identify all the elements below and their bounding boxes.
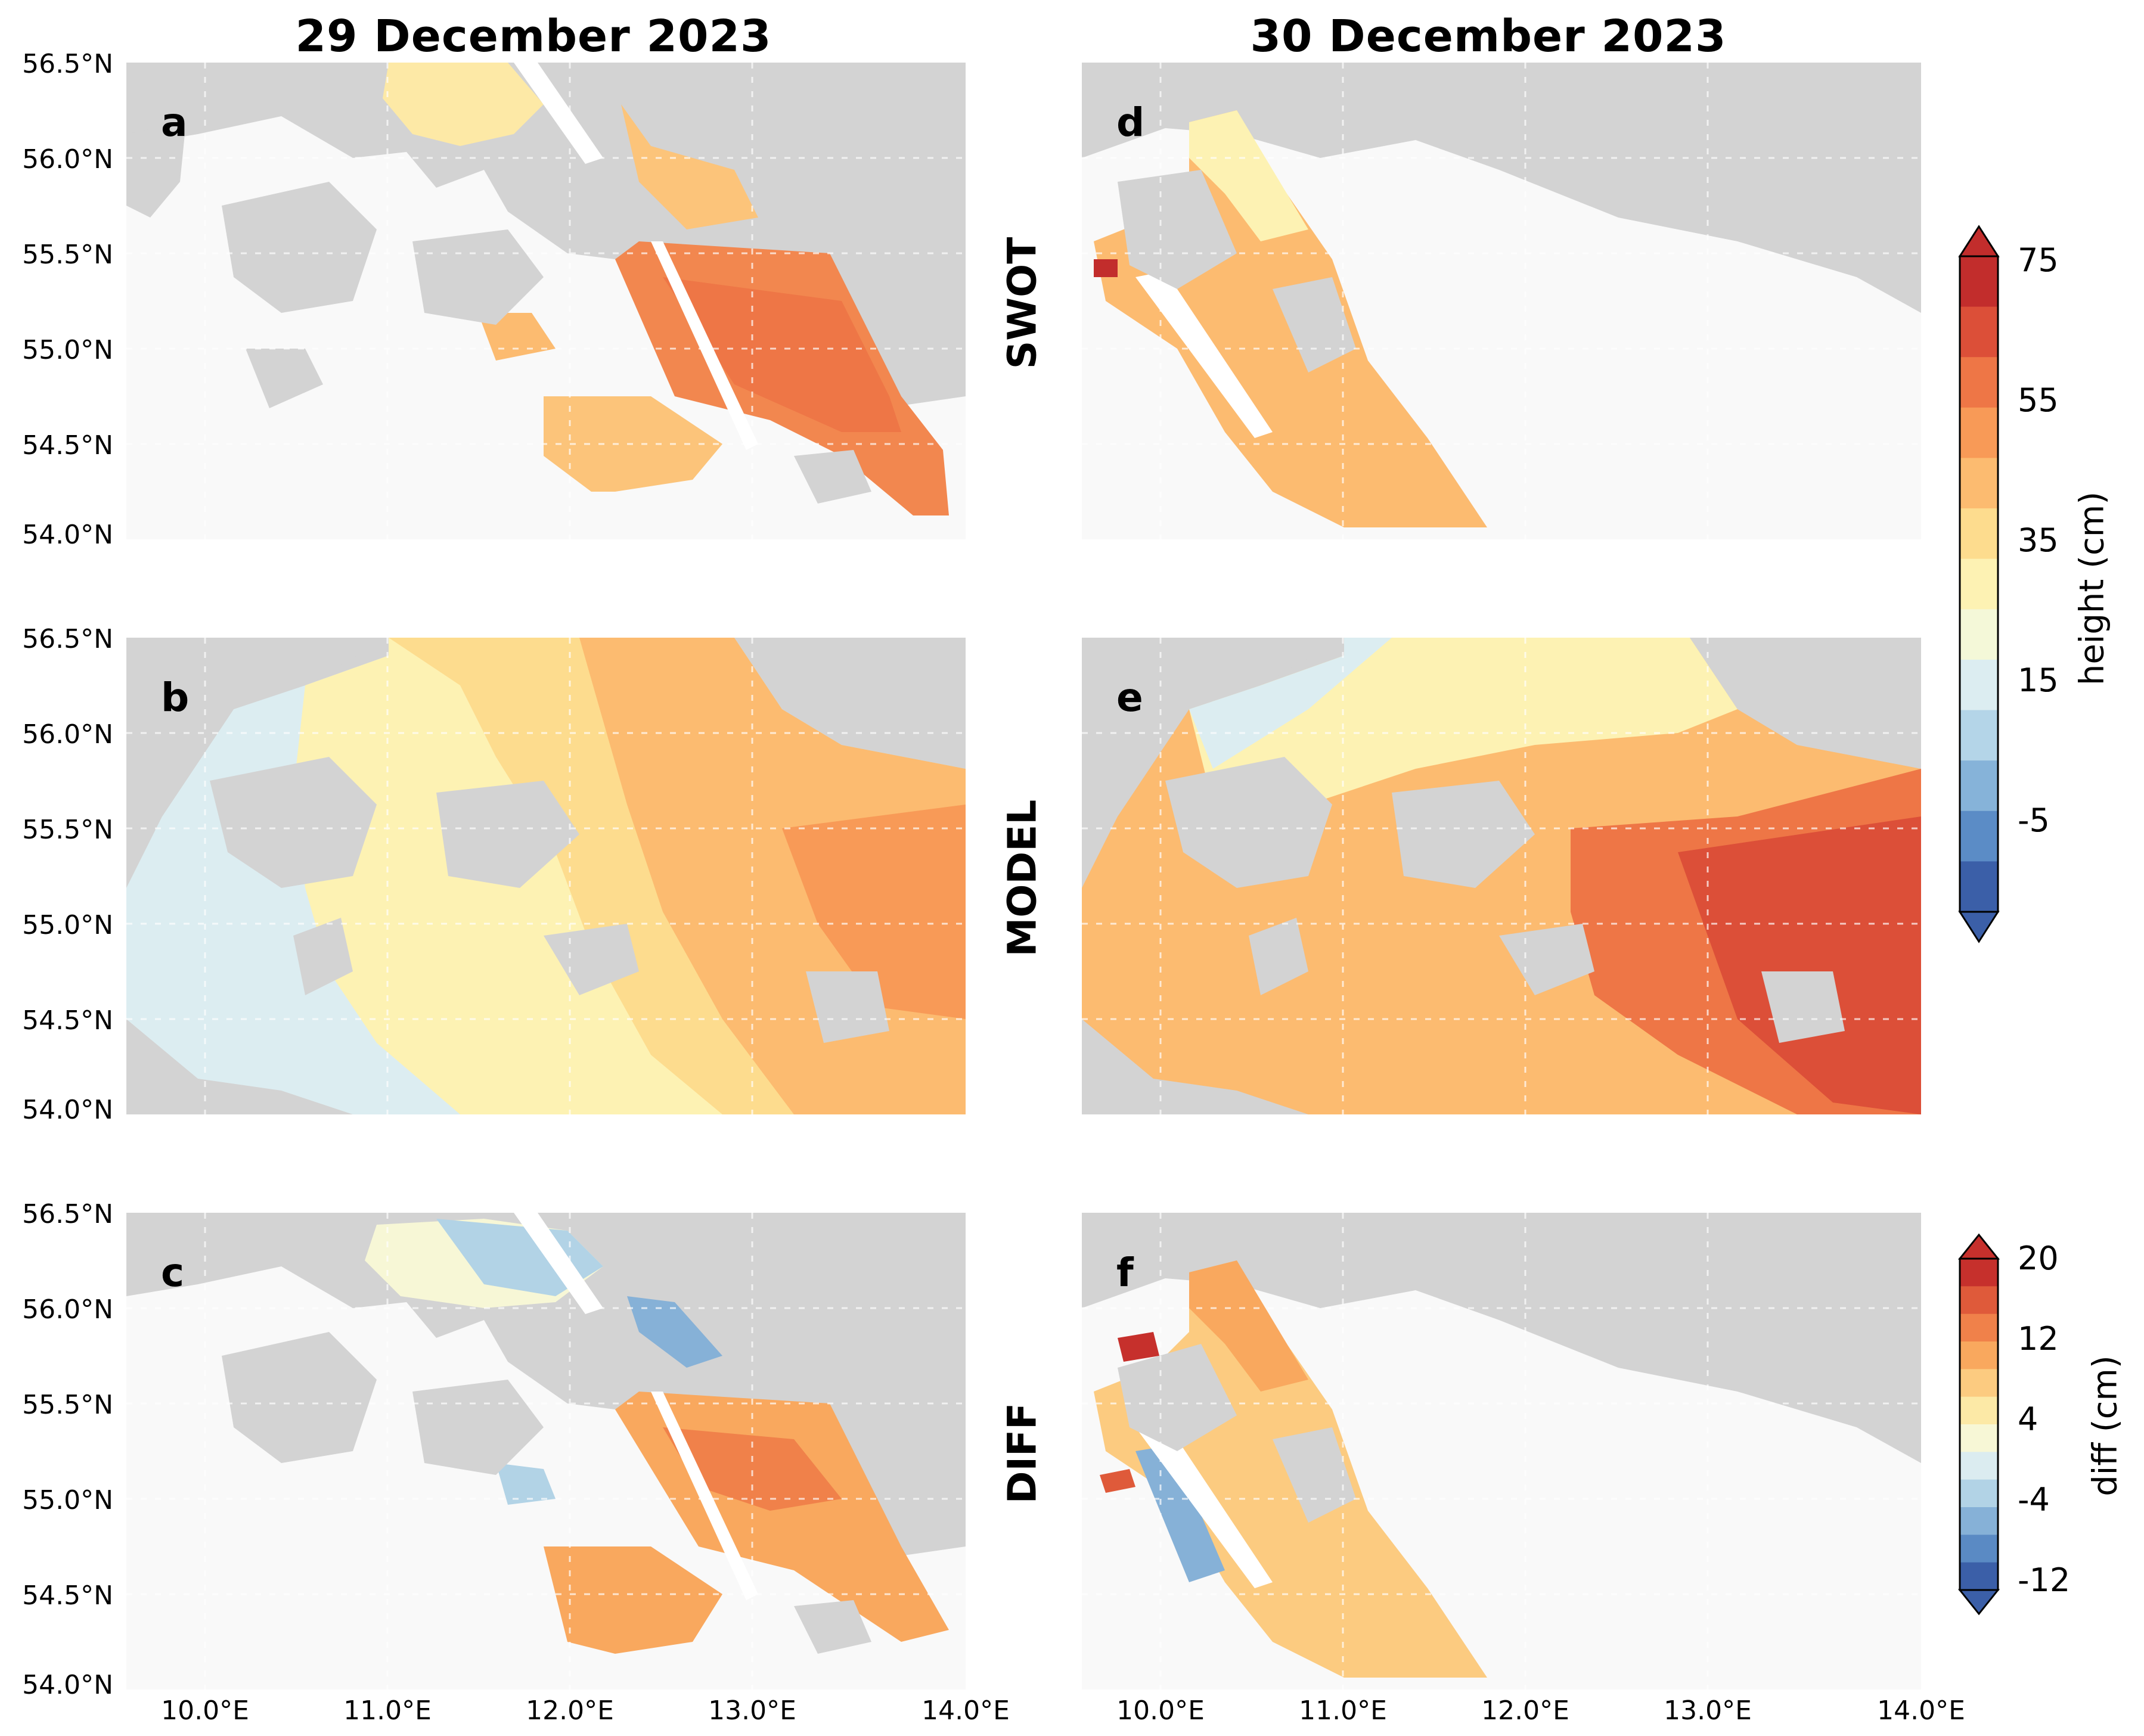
- diff-colorbar-band: [1960, 1259, 1998, 1287]
- height-colorbar-bottom-extend: [1958, 911, 2000, 943]
- lon-tick-label: 11.0°E: [1299, 1695, 1387, 1726]
- height-colorbar-label: height (cm): [2072, 491, 2112, 686]
- map-panel-b: b: [126, 638, 966, 1114]
- map-panel-e: e: [1082, 638, 1921, 1114]
- panel-letter-f: f: [1116, 1250, 1134, 1296]
- diff-colorbar-band: [1960, 1396, 1998, 1425]
- panel-b-map-graphic: [126, 638, 966, 1114]
- panel-e-map-graphic: [1082, 638, 1921, 1114]
- lon-tick-label: 12.0°E: [1481, 1695, 1569, 1726]
- lat-tick-label: 54.5°N: [22, 1580, 113, 1611]
- lon-tick-label: 11.0°E: [343, 1695, 432, 1726]
- panel-c-map-graphic: [126, 1213, 966, 1690]
- diff-colorbar-tick: 4: [2018, 1400, 2038, 1438]
- height-colorbar-top-extend: [1958, 225, 2000, 257]
- lat-tick-label: 55.0°N: [22, 1485, 113, 1515]
- height-colorbar-band: [1960, 508, 1998, 560]
- height-colorbar-tick: 55: [2018, 381, 2059, 419]
- lat-tick-label: 56.0°N: [22, 1294, 113, 1325]
- diff-colorbar-tick: -12: [2018, 1561, 2071, 1599]
- diff-colorbar-tick: 20: [2018, 1240, 2059, 1277]
- panel-letter-e: e: [1116, 675, 1143, 721]
- lat-tick-label: 55.0°N: [22, 335, 113, 365]
- diff-colorbar-top-extend: [1957, 1233, 2000, 1260]
- height-colorbar-band: [1960, 760, 1998, 812]
- diff-colorbar-band: [1960, 1286, 1998, 1315]
- height-colorbar-frame: [1959, 255, 1999, 913]
- diff-colorbar-band: [1960, 1341, 1998, 1369]
- lon-tick-label: 12.0°E: [526, 1695, 614, 1726]
- lat-tick-label: 54.0°N: [22, 1095, 113, 1125]
- diff-colorbar-label: diff (cm): [2086, 1355, 2125, 1496]
- height-colorbar-band: [1960, 810, 1998, 862]
- lat-tick-label: 54.0°N: [22, 1670, 113, 1700]
- diff-colorbar-band: [1960, 1479, 1998, 1508]
- lat-tick-label: 55.0°N: [22, 910, 113, 940]
- height-colorbar-tick: 75: [2018, 241, 2059, 279]
- height-colorbar-band: [1960, 256, 1998, 308]
- height-colorbar-band: [1960, 407, 1998, 458]
- map-panel-c: c: [126, 1213, 966, 1690]
- lon-tick-label: 14.0°E: [1877, 1695, 1965, 1726]
- column-title-29-december: 29 December 2023: [295, 11, 772, 62]
- map-panel-d: d: [1082, 63, 1921, 539]
- diff-colorbar-band: [1960, 1535, 1998, 1563]
- map-panel-f: f: [1082, 1213, 1921, 1690]
- panel-letter-c: c: [161, 1250, 185, 1296]
- diff-colorbar-tick: -4: [2018, 1481, 2050, 1518]
- height-colorbar: [1958, 225, 2000, 943]
- row-label-diff: DIFF: [999, 1402, 1045, 1504]
- column-title-30-december: 30 December 2023: [1250, 11, 1727, 62]
- height-colorbar-tick: 15: [2018, 662, 2059, 699]
- diff-colorbar-band: [1960, 1507, 1998, 1535]
- lat-tick-label: 56.5°N: [22, 624, 113, 654]
- panel-a-map-graphic: [126, 63, 966, 539]
- lon-tick-label: 13.0°E: [1664, 1695, 1752, 1726]
- panel-letter-b: b: [161, 675, 190, 721]
- row-label-swot: SWOT: [999, 237, 1045, 369]
- lat-tick-label: 54.5°N: [22, 430, 113, 461]
- lat-tick-label: 54.5°N: [22, 1005, 113, 1036]
- lon-tick-label: 13.0°E: [708, 1695, 796, 1726]
- panel-letter-a: a: [161, 100, 188, 145]
- diff-colorbar-band: [1960, 1452, 1998, 1480]
- lat-tick-label: 54.0°N: [22, 520, 113, 550]
- height-colorbar-tick: 35: [2018, 521, 2059, 559]
- lon-tick-label: 10.0°E: [161, 1695, 249, 1726]
- panel-d-map-graphic: [1082, 63, 1921, 539]
- height-colorbar-band: [1960, 306, 1998, 358]
- lon-tick-label: 14.0°E: [921, 1695, 1010, 1726]
- diff-colorbar-band: [1960, 1424, 1998, 1452]
- diff-colorbar-frame: [1959, 1257, 1999, 1591]
- lat-tick-label: 56.5°N: [22, 49, 113, 79]
- height-colorbar-band: [1960, 609, 1998, 660]
- lat-tick-label: 55.5°N: [22, 240, 113, 270]
- lat-tick-label: 55.5°N: [22, 815, 113, 845]
- height-colorbar-band: [1960, 659, 1998, 711]
- lat-tick-label: 56.5°N: [22, 1199, 113, 1229]
- lat-tick-label: 56.0°N: [22, 719, 113, 750]
- height-colorbar-band: [1960, 357, 1998, 408]
- map-panel-a: a: [126, 63, 966, 539]
- diff-colorbar-tick: 12: [2018, 1320, 2059, 1358]
- lat-tick-label: 56.0°N: [22, 144, 113, 175]
- panel-letter-d: d: [1116, 100, 1145, 145]
- diff-colorbar-bottom-extend: [1957, 1589, 2000, 1616]
- height-colorbar-band: [1960, 861, 1998, 912]
- diff-colorbar: [1957, 1233, 2000, 1616]
- height-colorbar-band: [1960, 558, 1998, 610]
- row-label-model: MODEL: [999, 799, 1045, 957]
- lat-tick-label: 55.5°N: [22, 1390, 113, 1420]
- diff-colorbar-band: [1960, 1369, 1998, 1398]
- diff-colorbar-band: [1960, 1562, 1998, 1591]
- height-colorbar-tick: -5: [2018, 802, 2050, 839]
- height-colorbar-band: [1960, 458, 1998, 509]
- diff-colorbar-band: [1960, 1313, 1998, 1342]
- height-colorbar-band: [1960, 710, 1998, 761]
- lon-tick-label: 10.0°E: [1116, 1695, 1205, 1726]
- panel-f-map-graphic: [1082, 1213, 1921, 1690]
